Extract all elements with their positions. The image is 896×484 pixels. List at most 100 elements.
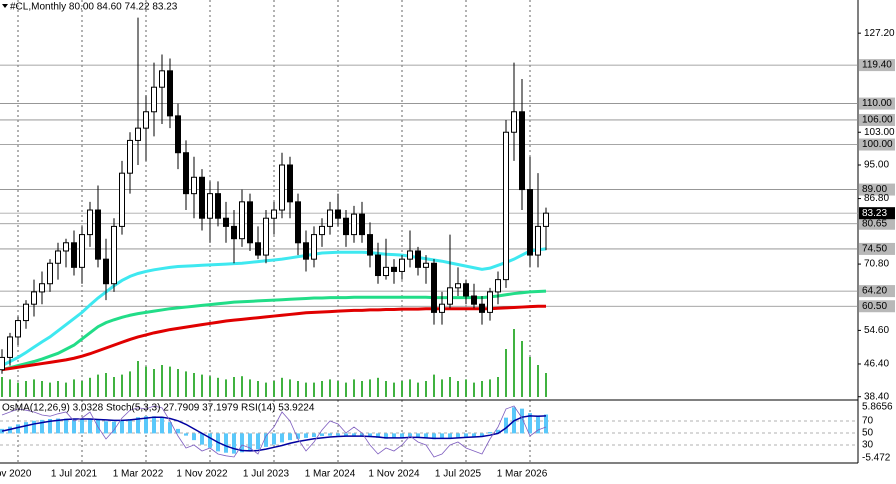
candle-body [103, 258, 109, 285]
candle-body [135, 127, 141, 141]
candle-body [199, 176, 205, 219]
level-label: 100.00 [862, 139, 893, 150]
osc-tick-label: 50 [862, 428, 874, 439]
candle-body [47, 262, 53, 285]
candle-body [95, 209, 101, 260]
candle-body [319, 225, 325, 236]
y-tick-label: 95.00 [864, 160, 889, 171]
candle-body [519, 111, 525, 191]
candle-body [87, 209, 93, 236]
candle-body [71, 242, 77, 268]
candle-body [247, 201, 253, 244]
candle-body [399, 258, 405, 272]
level-label-box [859, 285, 895, 298]
candle-body [391, 266, 397, 272]
candle-body [423, 262, 429, 268]
candle-body [511, 111, 517, 133]
level-label: 80.65 [862, 218, 887, 229]
level-label: 64.20 [862, 286, 887, 297]
moving-average [1, 289, 547, 372]
macd-tick-label: -5.472 [862, 453, 891, 464]
indicator-caption: OsMA(12,26,9) 3.0328 Stoch(5,3,3) 27.790… [2, 403, 315, 414]
candle-body [175, 115, 181, 154]
menu-triangle [2, 4, 8, 8]
candle-body [543, 212, 549, 227]
candle-body [343, 217, 349, 236]
level-label-box [859, 217, 895, 230]
candle-body [151, 86, 157, 113]
x-tick-label: 1 Jul 2023 [243, 469, 290, 480]
candle-body [215, 193, 221, 219]
candle-body [167, 70, 173, 117]
candle-body [55, 250, 61, 264]
osc-tick-label: 70 [862, 416, 874, 427]
candle-body [263, 217, 269, 256]
candle-body [375, 254, 381, 277]
candle-body [207, 193, 213, 219]
level-label: 74.50 [862, 244, 887, 255]
candle-body [503, 131, 509, 281]
level-label-box [859, 183, 895, 196]
x-tick-label: 1 Jul 2025 [435, 469, 482, 480]
moving-average [1, 247, 547, 367]
candle-body [279, 164, 285, 211]
y-tick-label: 38.40 [864, 391, 889, 402]
candle-body [39, 283, 45, 293]
candle-body [7, 336, 13, 358]
candle-body [311, 234, 317, 260]
candle-body [119, 172, 125, 227]
moving-average [1, 304, 546, 372]
candle-body [79, 234, 85, 268]
current-price-box [859, 207, 895, 220]
candle-body [31, 291, 37, 305]
candle-body [295, 201, 301, 244]
level-label: 119.40 [862, 60, 892, 71]
candle-body [359, 213, 365, 236]
level-label-box [859, 138, 895, 151]
y-tick-label: 127.20 [864, 28, 895, 39]
candle-body [431, 262, 437, 313]
chart-header: #CL,Monthly 80.00 84.60 74.22 83.23 [10, 2, 178, 13]
x-tick-label: 1 Mar 2024 [305, 469, 356, 480]
candle-body [191, 176, 197, 195]
candle-body [271, 209, 277, 219]
x-tick-label: 1 Mar 2026 [497, 469, 548, 480]
candle-body [0, 356, 5, 371]
candle-body [439, 303, 445, 313]
y-tick-label: 54.60 [864, 325, 889, 336]
candle-body [159, 70, 165, 88]
candle-body [455, 283, 461, 289]
candle-body [111, 225, 117, 285]
y-tick-label: 103.00 [864, 127, 895, 138]
candle-body [447, 287, 453, 305]
candle-body [239, 201, 245, 240]
level-label-box [859, 242, 895, 255]
candle-body [351, 213, 357, 236]
candle-body [327, 209, 333, 227]
level-label: 110.00 [862, 98, 892, 109]
candle-body [535, 225, 541, 256]
candle-body [487, 291, 493, 313]
x-tick-label: 1 Nov 2022 [176, 469, 228, 480]
candle-body [127, 139, 133, 174]
osc-tick-label: 30 [862, 440, 874, 451]
x-tick-label: 1 Mar 2022 [113, 469, 164, 480]
candle-body [335, 209, 341, 219]
current-price-label: 83.23 [862, 208, 887, 219]
candle-body [367, 234, 373, 256]
candle-body [231, 225, 237, 240]
level-label-box [859, 113, 895, 126]
osma-signal-line [1, 415, 547, 452]
candle-body [15, 320, 21, 338]
candle-body [287, 164, 293, 203]
candle-body [223, 217, 229, 227]
candle-body [471, 295, 477, 305]
level-label-box [859, 59, 895, 72]
y-tick-label: 46.40 [864, 359, 889, 370]
candle-body [527, 189, 533, 256]
candle-body [143, 111, 149, 129]
macd-tick-label: 5.8656 [862, 402, 893, 413]
candle-body [183, 152, 189, 195]
